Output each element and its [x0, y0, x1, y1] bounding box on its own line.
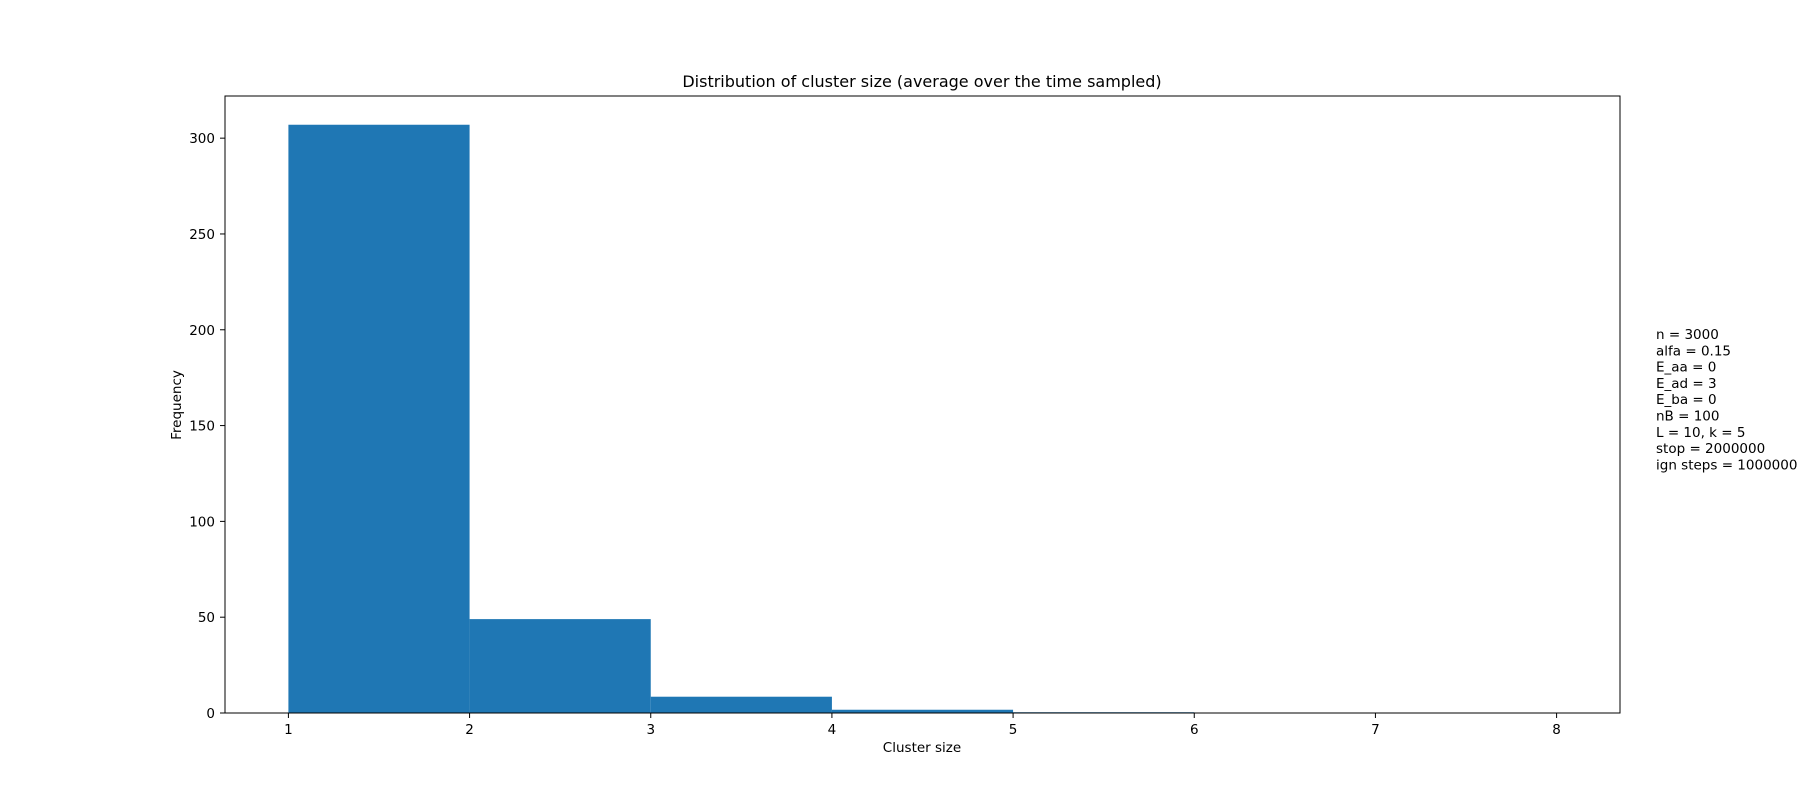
y-tick-label: 100	[189, 514, 215, 530]
bars-group	[288, 125, 1556, 713]
parameter-line: nB = 100	[1656, 409, 1719, 425]
histogram-bar	[288, 125, 469, 713]
histogram-bar	[651, 697, 832, 713]
parameter-line: stop = 2000000	[1656, 441, 1765, 457]
y-tick-label: 50	[198, 610, 215, 626]
parameter-line: alfa = 0.15	[1656, 343, 1731, 359]
x-tick-label: 6	[1190, 722, 1199, 738]
x-tick-label: 5	[1009, 722, 1018, 738]
x-tick-label: 4	[828, 722, 837, 738]
x-tick-label: 2	[465, 722, 474, 738]
y-tick-label: 200	[189, 323, 215, 339]
y-tick-label: 150	[189, 419, 215, 435]
x-tick-label: 8	[1552, 722, 1561, 738]
x-tick-label: 3	[646, 722, 655, 738]
histogram-bar	[470, 619, 651, 713]
x-axis-label: Cluster size	[883, 740, 961, 756]
x-axis-ticks: 1 2 3 4 5 6 7 8	[284, 713, 1561, 738]
y-axis-label: Frequency	[169, 370, 185, 440]
parameter-line: n = 3000	[1656, 327, 1719, 343]
y-tick-label: 0	[206, 706, 215, 722]
parameter-line: E_ad = 3	[1656, 376, 1717, 392]
chart-title: Distribution of cluster size (average ov…	[682, 72, 1161, 91]
parameter-line: ign steps = 1000000	[1656, 457, 1797, 473]
parameter-line: E_aa = 0	[1656, 360, 1716, 376]
x-tick-label: 1	[284, 722, 293, 738]
y-tick-label: 250	[189, 227, 215, 243]
parameter-line: L = 10, k = 5	[1656, 425, 1745, 441]
x-tick-label: 7	[1371, 722, 1380, 738]
y-axis-ticks: 0 50 100 150 200 250 300	[189, 131, 225, 722]
parameter-line: E_ba = 0	[1656, 392, 1717, 408]
y-tick-label: 300	[189, 131, 215, 147]
